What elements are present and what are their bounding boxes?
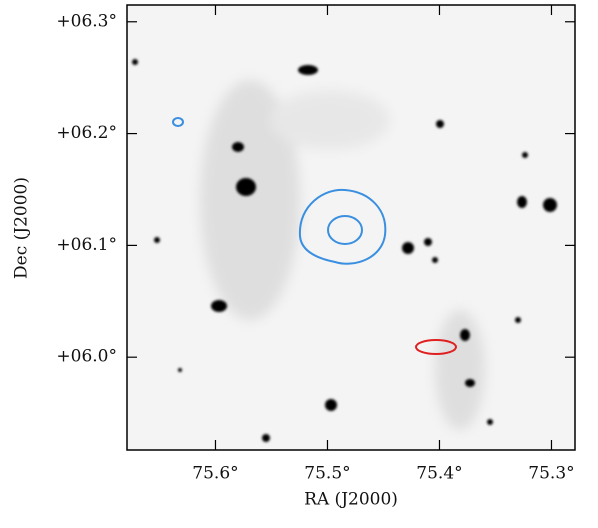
contours [172,117,457,355]
x-tick-label: 75.5° [304,464,350,484]
diffuse-emission [200,80,485,430]
x-tick-label: 75.3° [528,464,574,484]
sky-image [127,5,575,450]
x-axis-label: RA (J2000) [304,490,398,510]
y-tick-label: +06.2° [56,123,117,143]
y-axis-label: Dec (J2000) [12,177,32,279]
x-tick-label: 75.6° [192,464,238,484]
y-tick-label: +06.3° [56,11,117,31]
frame [126,4,576,451]
x-tick-label: 75.4° [416,464,462,484]
y-tick-label: +06.1° [56,235,117,255]
y-tick-label: +06.0° [56,347,117,367]
sources [132,59,557,442]
